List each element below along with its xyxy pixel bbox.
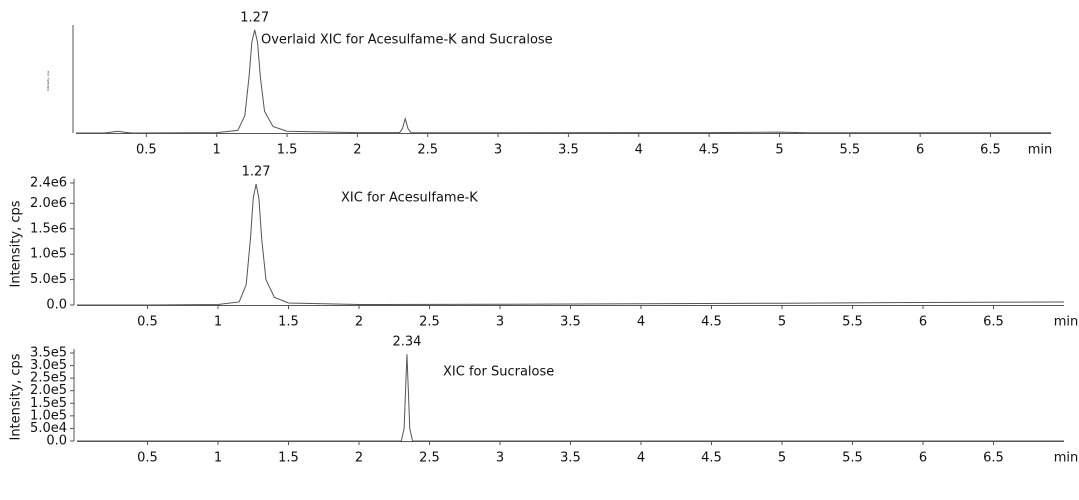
y-tick-label: 2.5e5 bbox=[30, 371, 67, 386]
x-tick-label: 4.5 bbox=[699, 143, 720, 158]
peak-label: 1.27 bbox=[242, 165, 271, 180]
chart-title: XIC for Acesulfame-K bbox=[341, 191, 478, 206]
x-tick-label: 4.5 bbox=[701, 451, 722, 466]
y-tick-label: 2.0e6 bbox=[30, 196, 67, 211]
x-tick-label: 3 bbox=[494, 143, 502, 158]
x-axis-label: min bbox=[1054, 315, 1079, 330]
chart-title: Overlaid XIC for Acesulfame-K and Sucral… bbox=[261, 33, 553, 48]
y-tick-label: 3.5e5 bbox=[30, 346, 67, 361]
x-tick-label: 3.5 bbox=[560, 451, 581, 466]
x-tick-label: 2 bbox=[355, 451, 363, 466]
y-tick-label: 0.0 bbox=[46, 434, 67, 449]
x-tick-label: 0.5 bbox=[137, 451, 158, 466]
y-tick-label: 0.0 bbox=[46, 298, 67, 313]
y-axis-label: Intensity, cps bbox=[9, 200, 24, 287]
x-tick-label: 4 bbox=[637, 451, 645, 466]
x-tick-label: 5.5 bbox=[842, 315, 863, 330]
x-tick-label: 5 bbox=[778, 315, 786, 330]
x-tick-label: 5 bbox=[778, 451, 786, 466]
x-tick-label: 1.5 bbox=[278, 315, 299, 330]
x-tick-label: 6 bbox=[919, 451, 927, 466]
trace bbox=[77, 183, 1065, 306]
y-tick-label: 2.4e6 bbox=[30, 176, 67, 191]
x-tick-label: 0.5 bbox=[136, 143, 157, 158]
x-tick-label: 1 bbox=[213, 143, 221, 158]
y-tick-label: 1.5e6 bbox=[30, 221, 67, 236]
y-tick-label: 1.0e5 bbox=[30, 247, 67, 262]
x-tick-label: 1.5 bbox=[278, 451, 299, 466]
y-axis-label: Intensity, cps bbox=[46, 71, 50, 92]
chart-title: XIC for Sucralose bbox=[443, 365, 554, 380]
trace bbox=[77, 354, 1064, 442]
x-tick-label: 2.5 bbox=[417, 143, 438, 158]
x-axis-label: min bbox=[1054, 451, 1079, 466]
y-axis-label: Intensity, cps bbox=[9, 353, 24, 440]
x-tick-label: 0.5 bbox=[137, 315, 158, 330]
x-tick-label: 2.5 bbox=[419, 451, 440, 466]
x-tick-label: 6.5 bbox=[983, 315, 1004, 330]
x-tick-label: 2 bbox=[353, 143, 361, 158]
x-tick-label: 6.5 bbox=[983, 451, 1004, 466]
x-tick-label: 3 bbox=[496, 451, 504, 466]
peak-label: 1.27 bbox=[240, 11, 269, 26]
y-tick-label: 2.0e5 bbox=[30, 383, 67, 398]
x-tick-label: 5.5 bbox=[839, 143, 860, 158]
x-axis-label: min bbox=[1028, 143, 1053, 158]
y-tick-label: 5.0e5 bbox=[30, 272, 67, 287]
y-tick-label: 5.0e4 bbox=[30, 421, 67, 436]
y-tick-label: 1.5e5 bbox=[30, 396, 67, 411]
x-tick-label: 4 bbox=[637, 315, 645, 330]
x-tick-label: 6 bbox=[916, 143, 924, 158]
x-tick-label: 5.5 bbox=[842, 451, 863, 466]
x-tick-label: 2 bbox=[355, 315, 363, 330]
x-tick-label: 5 bbox=[775, 143, 783, 158]
x-tick-label: 1.5 bbox=[277, 143, 298, 158]
y-tick-label: 1.0e5 bbox=[30, 408, 67, 423]
x-tick-label: 6.5 bbox=[980, 143, 1001, 158]
x-tick-label: 2.5 bbox=[419, 315, 440, 330]
x-tick-label: 4.5 bbox=[701, 315, 722, 330]
x-tick-label: 3.5 bbox=[558, 143, 579, 158]
x-tick-label: 3.5 bbox=[560, 315, 581, 330]
x-tick-label: 1 bbox=[214, 315, 222, 330]
x-tick-label: 6 bbox=[919, 315, 927, 330]
x-tick-label: 1 bbox=[214, 451, 222, 466]
y-tick-label: 3.0e5 bbox=[30, 358, 67, 373]
peak-label: 2.34 bbox=[392, 335, 421, 350]
trace bbox=[76, 29, 1051, 134]
x-tick-label: 3 bbox=[496, 315, 504, 330]
x-tick-label: 4 bbox=[635, 143, 643, 158]
